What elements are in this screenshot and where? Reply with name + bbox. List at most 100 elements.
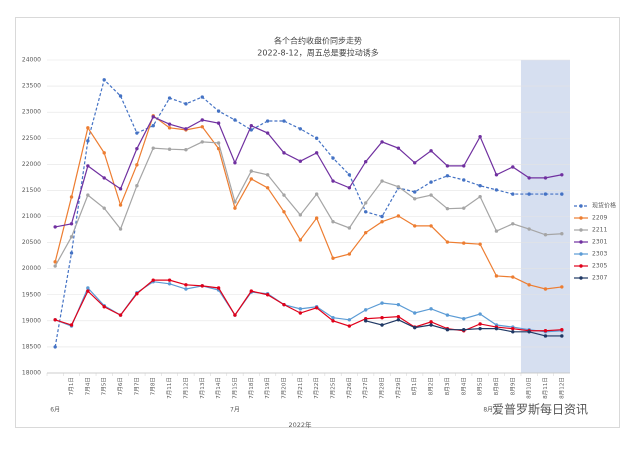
y-tick-label: 23500 — [22, 83, 41, 90]
point — [86, 193, 90, 197]
point — [331, 220, 335, 224]
point — [216, 109, 221, 113]
point — [282, 151, 286, 155]
point — [102, 305, 106, 309]
point — [216, 121, 221, 125]
point — [331, 179, 335, 183]
x-tick-label: 7月4日 — [84, 377, 91, 395]
point — [429, 180, 433, 184]
point — [429, 149, 433, 153]
x-tick-label: 7月27日 — [362, 377, 369, 399]
point — [396, 318, 401, 322]
point — [494, 173, 499, 177]
point — [560, 192, 564, 196]
point — [184, 102, 188, 106]
point — [543, 287, 548, 291]
point — [380, 140, 384, 144]
point — [200, 140, 204, 144]
point — [560, 173, 564, 177]
point — [560, 232, 564, 236]
point — [184, 283, 188, 287]
point — [265, 293, 270, 297]
point — [560, 285, 564, 289]
point — [396, 185, 401, 189]
point — [543, 176, 548, 180]
point — [200, 95, 204, 99]
point — [478, 312, 482, 316]
point — [494, 229, 499, 233]
legend-label: 2303 — [592, 251, 607, 258]
point — [118, 227, 123, 231]
point — [167, 126, 172, 130]
x-axis-label: 2022年 — [288, 420, 312, 429]
x-tick-label: 7月20日 — [280, 377, 287, 399]
x-tick-label: 8月9日 — [509, 377, 516, 395]
point — [560, 328, 564, 332]
point — [445, 240, 450, 244]
point — [53, 260, 57, 264]
point — [380, 179, 384, 183]
x-tick-label: 7月14日 — [215, 377, 222, 399]
point — [478, 322, 482, 326]
point — [511, 165, 515, 169]
point — [364, 201, 368, 205]
point — [135, 146, 139, 151]
y-tick-label: 22500 — [22, 135, 41, 142]
point — [118, 187, 123, 191]
point — [445, 313, 450, 317]
point — [184, 127, 188, 131]
point — [396, 146, 401, 150]
point — [118, 94, 123, 98]
x-tick-label: 7月21日 — [297, 377, 304, 399]
point — [429, 224, 433, 228]
point — [282, 302, 286, 307]
point — [462, 206, 466, 210]
point — [135, 292, 139, 296]
point — [413, 197, 417, 201]
point — [200, 284, 204, 288]
point — [331, 319, 335, 323]
legend-marker — [579, 276, 583, 280]
point — [216, 286, 221, 290]
point — [478, 134, 482, 139]
point — [527, 192, 531, 196]
point — [429, 307, 433, 311]
point — [543, 233, 548, 237]
point — [494, 274, 499, 278]
point — [347, 318, 352, 322]
x-tick-label: 8月11日 — [542, 377, 549, 399]
y-tick-label: 21000 — [22, 213, 41, 220]
x-tick-label: 7月13日 — [199, 377, 206, 399]
point — [102, 151, 106, 155]
series-line — [54, 78, 562, 348]
point — [445, 206, 450, 211]
chart-subtitle: 2022-8-12，周五总是要拉动诱多 — [257, 48, 378, 58]
point — [364, 210, 368, 214]
point — [429, 320, 433, 324]
x-tick-label: 7月29日 — [395, 377, 402, 399]
legend-label: 2301 — [592, 239, 607, 246]
x-tick-label: 8月10日 — [526, 377, 533, 399]
point — [135, 184, 139, 188]
x-tick-label: 8月3日 — [444, 377, 451, 395]
point — [69, 195, 74, 199]
point — [396, 314, 401, 319]
legend-label: 2211 — [592, 227, 607, 234]
point — [167, 96, 172, 100]
point — [364, 319, 368, 323]
point — [151, 278, 155, 282]
point — [249, 169, 253, 173]
x-tick-label: 7月1日 — [68, 377, 75, 395]
point — [298, 213, 303, 217]
point — [511, 222, 515, 226]
y-tick-label: 24000 — [22, 57, 41, 64]
point — [527, 330, 531, 334]
point — [413, 311, 417, 315]
point — [298, 311, 303, 315]
point — [298, 127, 303, 131]
point — [511, 326, 515, 331]
point — [543, 329, 548, 333]
point — [478, 242, 482, 246]
x-tick-label: 7月11日 — [166, 377, 173, 399]
